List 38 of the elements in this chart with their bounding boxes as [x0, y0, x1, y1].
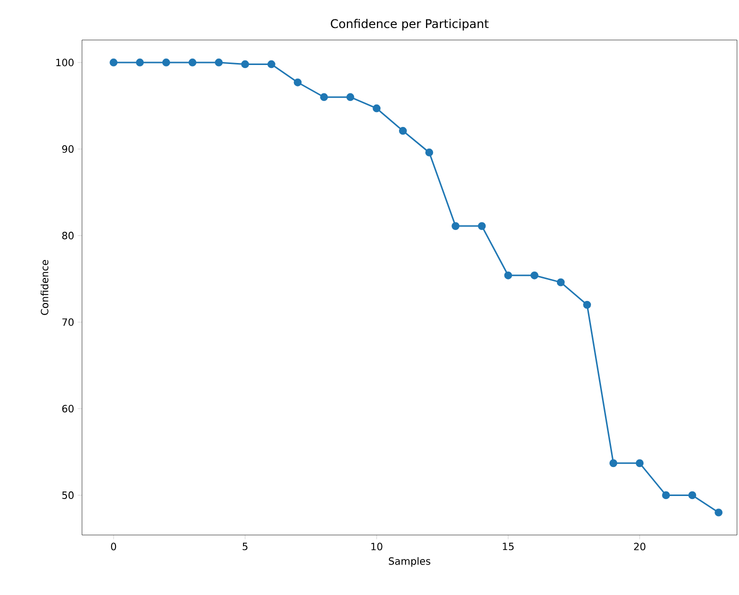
point: [662, 491, 670, 500]
point: [346, 93, 354, 102]
point: [452, 222, 460, 230]
point: [188, 58, 196, 66]
point: [583, 300, 592, 309]
point: [714, 508, 723, 516]
y-tick-label: 50: [62, 491, 74, 499]
point: [425, 148, 434, 156]
point: [110, 58, 118, 66]
point: [267, 60, 276, 68]
x-tick-label: 20: [634, 542, 646, 550]
y-tick-label: 70: [62, 318, 74, 326]
point: [688, 491, 696, 500]
point: [530, 271, 538, 280]
x-tick-label: 0: [111, 542, 116, 550]
point: [214, 58, 223, 66]
y-tick-label: 100: [56, 58, 74, 66]
point: [136, 58, 144, 66]
point: [162, 58, 170, 66]
point: [372, 104, 381, 112]
y-tick-label: 90: [62, 145, 74, 153]
y-tick-label: 60: [62, 404, 74, 412]
point: [478, 222, 486, 230]
y-axis-title: Confidence: [40, 260, 48, 315]
x-tick-label: 10: [371, 542, 382, 550]
point: [504, 271, 512, 280]
point: [556, 278, 565, 286]
x-tick-label: 15: [502, 542, 514, 550]
point: [636, 459, 644, 468]
point: [609, 459, 618, 468]
x-tick-label: 5: [242, 542, 248, 550]
y-tick-label: 80: [62, 232, 74, 240]
x-axis-title: Samples: [388, 557, 430, 567]
point: [398, 126, 407, 135]
point: [294, 78, 302, 86]
point: [241, 60, 250, 68]
chart-title: Confidence per Participant: [330, 18, 489, 30]
point: [320, 93, 328, 102]
